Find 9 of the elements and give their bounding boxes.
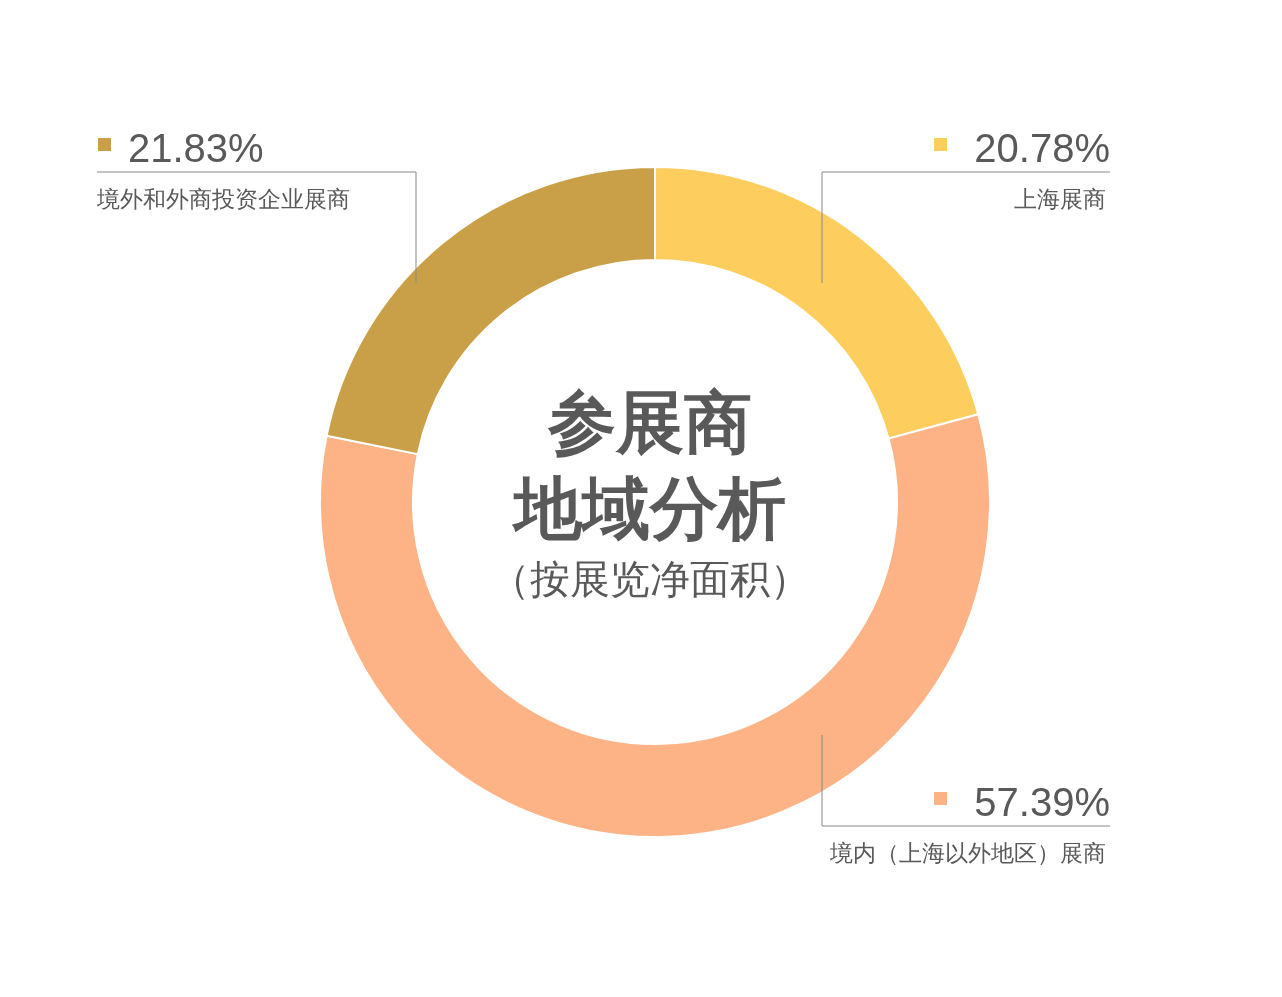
text: （按展览净面积） [489,556,811,603]
slice-label: 境外和外商投资企业展商 [96,186,350,212]
text: 参展商 [547,383,753,462]
data-label: 57.39% [974,780,1110,824]
text: 地域分析 [511,469,787,548]
data-label: 21.83% [128,126,264,170]
slice-label: 上海展商 [1014,186,1106,212]
slice-label: 境内（上海以外地区）展商 [829,840,1106,866]
data-label: 20.78% [974,126,1110,170]
